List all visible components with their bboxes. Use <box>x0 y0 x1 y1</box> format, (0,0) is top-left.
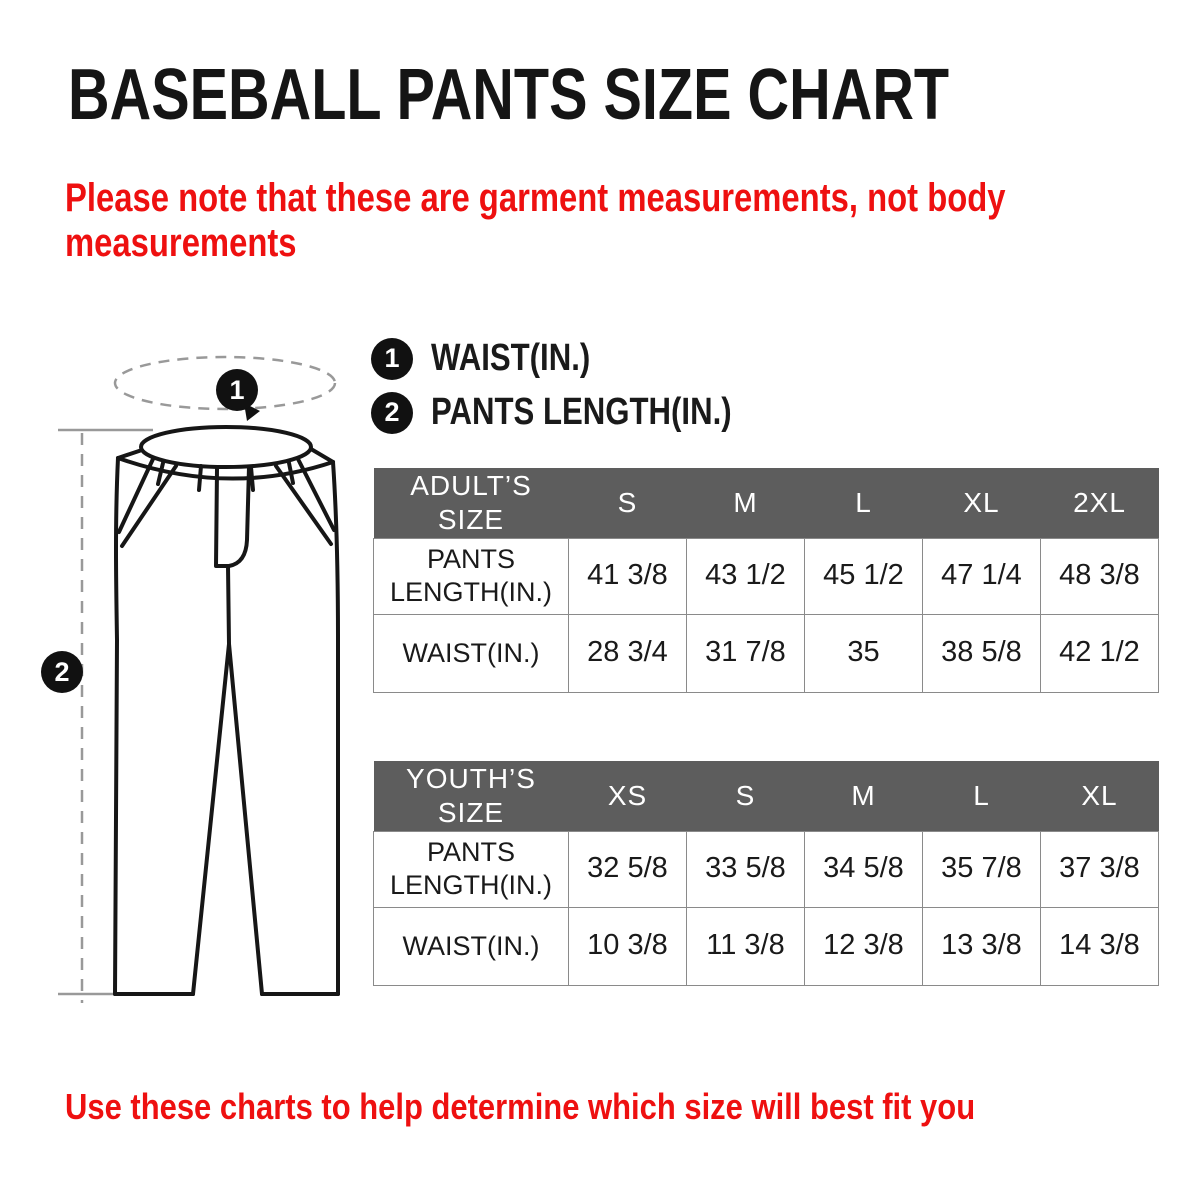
adult-size-col-xl: XL <box>922 468 1041 538</box>
cell-value: 10 3/8 <box>568 906 687 986</box>
youth-size-col-m: M <box>804 761 923 831</box>
page-title: BASEBALL PANTS SIZE CHART <box>68 55 950 135</box>
cell-value: 11 3/8 <box>686 906 805 986</box>
youth-size-col-s: S <box>686 761 805 831</box>
youth-size-col-xs: XS <box>568 761 687 831</box>
adult-table-header-row: ADULT’S SIZE S M L XL 2XL <box>373 468 1159 538</box>
cell-value: 14 3/8 <box>1040 906 1159 986</box>
cell-value: 48 3/8 <box>1040 537 1159 615</box>
cell-value: 13 3/8 <box>922 906 1041 986</box>
cell-value: 47 1/4 <box>922 537 1041 615</box>
diagram-waist-marker-badge: 1 <box>216 369 258 411</box>
cell-value: 41 3/8 <box>568 537 687 615</box>
pants-diagram <box>58 355 340 1003</box>
adult-size-col-l: L <box>804 468 923 538</box>
cell-value: 28 3/4 <box>568 613 687 693</box>
youth-table-header-row: YOUTH’S SIZE XS S M L XL <box>373 761 1159 831</box>
youth-table-corner-label: YOUTH’S SIZE <box>373 761 569 831</box>
youth-pants-length-label: PANTS LENGTH(IN.) <box>373 830 569 908</box>
pants-outline <box>113 425 340 996</box>
cell-value: 38 5/8 <box>922 613 1041 693</box>
table-row: WAIST(IN.) 28 3/4 31 7/8 35 38 5/8 42 1/… <box>373 613 1159 693</box>
legend-item-pants-length: 2 PANTS LENGTH(IN.) <box>371 391 798 434</box>
cell-value: 35 7/8 <box>922 830 1041 908</box>
adult-size-col-s: S <box>568 468 687 538</box>
adult-size-col-m: M <box>686 468 805 538</box>
table-row: PANTS LENGTH(IN.) 41 3/8 43 1/2 45 1/2 4… <box>373 537 1159 615</box>
adult-size-table: ADULT’S SIZE S M L XL 2XL PANTS LENGTH(I… <box>373 468 1159 693</box>
diagram-length-marker-badge: 2 <box>41 651 83 693</box>
legend-length-label: PANTS LENGTH(IN.) <box>431 391 732 433</box>
cell-value: 34 5/8 <box>804 830 923 908</box>
cell-value: 32 5/8 <box>568 830 687 908</box>
table-row: PANTS LENGTH(IN.) 32 5/8 33 5/8 34 5/8 3… <box>373 830 1159 908</box>
youth-size-col-xl: XL <box>1040 761 1159 831</box>
note-line-1: Please note that these are garment measu… <box>65 176 1006 220</box>
note-line-2: measurements <box>65 221 297 265</box>
cell-value: 33 5/8 <box>686 830 805 908</box>
cell-value: 31 7/8 <box>686 613 805 693</box>
youth-size-table: YOUTH’S SIZE XS S M L XL PANTS LENGTH(IN… <box>373 761 1159 986</box>
cell-value: 45 1/2 <box>804 537 923 615</box>
cell-value: 35 <box>804 613 923 693</box>
adult-table-corner-label: ADULT’S SIZE <box>373 468 569 538</box>
footer-note: Use these charts to help determine which… <box>65 1086 976 1127</box>
legend-item-waist: 1 WAIST(IN.) <box>371 337 625 380</box>
cell-value: 12 3/8 <box>804 906 923 986</box>
waist-measure-ellipse <box>113 355 337 411</box>
legend-waist-label: WAIST(IN.) <box>431 337 591 379</box>
cell-value: 43 1/2 <box>686 537 805 615</box>
adult-waist-label: WAIST(IN.) <box>373 613 569 693</box>
adult-pants-length-label: PANTS LENGTH(IN.) <box>373 537 569 615</box>
youth-waist-label: WAIST(IN.) <box>373 906 569 986</box>
legend-length-marker-badge: 2 <box>371 391 413 434</box>
cell-value: 42 1/2 <box>1040 613 1159 693</box>
adult-size-col-2xl: 2XL <box>1040 468 1159 538</box>
table-row: WAIST(IN.) 10 3/8 11 3/8 12 3/8 13 3/8 1… <box>373 906 1159 986</box>
cell-value: 37 3/8 <box>1040 830 1159 908</box>
legend-waist-marker-badge: 1 <box>371 337 413 380</box>
youth-size-col-l: L <box>922 761 1041 831</box>
garment-measurement-note: Please note that these are garment measu… <box>65 176 1006 266</box>
